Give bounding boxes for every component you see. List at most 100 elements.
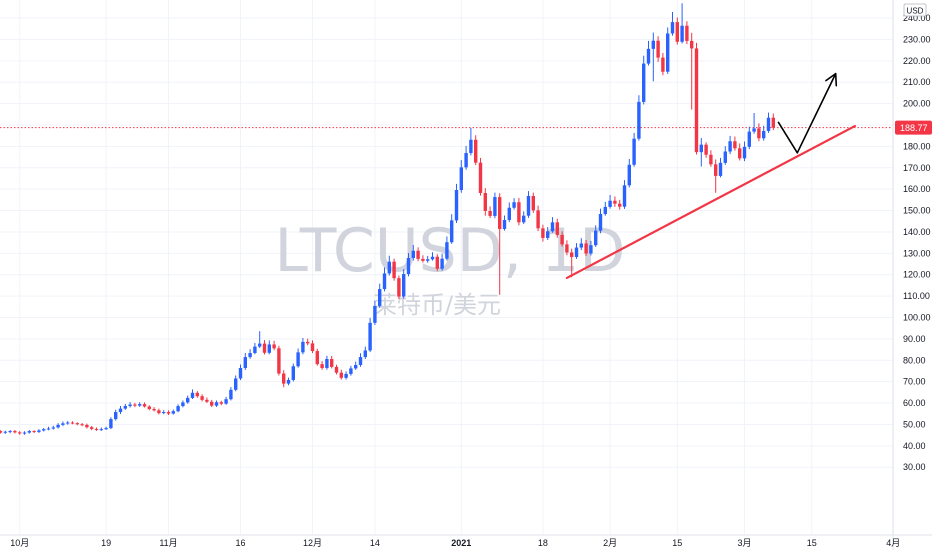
candle-body	[0, 431, 3, 433]
candle-body	[502, 219, 507, 229]
price-axis[interactable]: 30.00 40.00 50.00 60.00 70.00 80.00 90.00 100.0…	[892, 0, 932, 550]
candle-body	[90, 427, 94, 429]
candle-body	[349, 368, 353, 374]
candle	[656, 36, 660, 62]
candle-body	[354, 364, 358, 369]
candle-body	[94, 428, 99, 430]
candle	[546, 227, 550, 241]
candle-body	[46, 428, 51, 430]
price-tick-label: 90.00	[903, 334, 926, 344]
last-price-tag[interactable]	[895, 120, 932, 135]
candle-body	[694, 48, 699, 153]
candle	[99, 427, 103, 431]
candle	[37, 429, 41, 434]
candle	[685, 21, 689, 45]
candle	[406, 253, 411, 277]
candle	[176, 404, 180, 413]
candle-body	[642, 63, 646, 102]
candle-body	[368, 322, 372, 351]
candle	[771, 113, 775, 131]
candle-body	[22, 432, 27, 434]
candle	[387, 255, 391, 276]
candle	[642, 55, 646, 105]
candle-body	[219, 402, 223, 404]
candle-body	[728, 141, 732, 152]
candle	[526, 191, 531, 218]
price-tick-label: 140.00	[903, 227, 931, 237]
candle	[214, 400, 219, 407]
candle-body	[344, 373, 348, 378]
candle	[42, 428, 46, 432]
candle	[277, 345, 281, 376]
price-tick-label: 70.00	[903, 377, 926, 387]
candle-body	[675, 22, 679, 42]
candle	[397, 275, 401, 300]
candle-body	[397, 278, 401, 297]
candle-body	[742, 146, 747, 159]
candle	[603, 201, 607, 216]
projection-path[interactable]	[777, 73, 837, 154]
candle	[613, 196, 617, 207]
candle-body	[176, 406, 180, 412]
candle-body	[123, 406, 127, 409]
candle-body	[114, 412, 118, 420]
candle-body	[8, 431, 12, 433]
candle	[258, 331, 262, 349]
candle	[267, 340, 271, 355]
price-tick-label: 210.00	[903, 77, 931, 87]
candle	[464, 145, 468, 170]
candle	[210, 399, 214, 408]
candle-body	[608, 200, 612, 207]
candle-body	[224, 399, 228, 404]
candle-body	[99, 429, 103, 431]
candle-body	[138, 404, 142, 406]
candle-body	[171, 411, 175, 414]
candle-body	[286, 379, 291, 384]
candle	[483, 188, 487, 216]
candle-body	[166, 412, 171, 414]
candle	[262, 340, 267, 355]
candle-body	[320, 364, 324, 368]
support-trendline[interactable]	[565, 124, 857, 280]
candle	[32, 430, 36, 434]
candle	[555, 218, 559, 238]
candle-body	[162, 412, 166, 414]
candle	[392, 258, 396, 281]
currency-unit-label[interactable]: USD	[903, 3, 927, 17]
currency-unit-box	[903, 3, 927, 17]
candle	[234, 375, 238, 392]
candle-body	[267, 344, 271, 353]
candle	[536, 205, 540, 232]
candle-body	[181, 402, 185, 407]
candle	[517, 197, 521, 226]
candle-body	[464, 153, 468, 168]
candle-body	[632, 138, 636, 165]
candle-body	[421, 258, 425, 261]
candle	[248, 349, 252, 359]
candle-body	[613, 200, 617, 204]
candle-body	[205, 399, 209, 402]
price-tick-label: 220.00	[903, 56, 931, 66]
candle	[690, 32, 694, 110]
candle-body	[51, 427, 55, 429]
candle	[766, 112, 771, 133]
candle	[219, 400, 223, 406]
candle	[205, 397, 209, 404]
candle	[325, 355, 329, 370]
candle-body	[411, 250, 415, 259]
candle	[378, 283, 382, 308]
candle-body	[13, 431, 17, 433]
time-axis[interactable]: 10月 19 11月 16 12月 14 2021 18 2月 15 3月 15 4月	[0, 534, 932, 548]
candle	[8, 430, 12, 434]
candle	[478, 157, 483, 196]
candle-body	[646, 48, 651, 64]
candle	[445, 236, 449, 261]
candle-body	[66, 422, 70, 424]
candle-body	[277, 348, 281, 374]
candle	[498, 193, 502, 295]
candle-body	[589, 245, 593, 254]
candle	[157, 408, 161, 415]
time-tick-label: 2月	[603, 538, 617, 548]
currency-unit-text: USD	[907, 7, 924, 16]
